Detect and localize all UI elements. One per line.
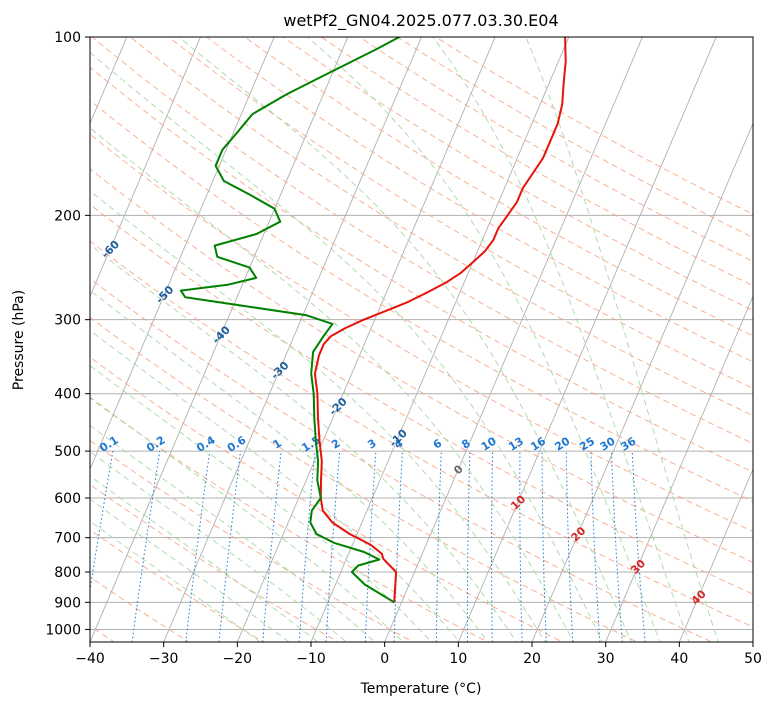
y-tick-label: 200 — [54, 208, 81, 224]
mixing-ratio-line — [631, 451, 646, 642]
isotherm-line — [236, 37, 496, 642]
x-tick-label: −20 — [223, 651, 253, 667]
mixing-ratio-line — [565, 451, 574, 642]
moist-adiabat — [90, 289, 489, 642]
isotherm-line — [384, 37, 643, 642]
plot-area: 0.10.20.40.611.52346810131620253036-100-… — [90, 37, 753, 642]
mixing-ratio-line — [393, 451, 403, 642]
isotherm-line — [163, 37, 422, 642]
moist-adiabat — [90, 190, 546, 642]
mixing-ratio-line — [185, 451, 211, 642]
y-tick-label: 100 — [54, 30, 81, 46]
x-tick-label: 50 — [744, 651, 762, 667]
x-tick-label: −10 — [296, 651, 326, 667]
moist-adiabat — [432, 37, 690, 642]
moist-adiabat — [90, 329, 461, 642]
moist-adiabat — [90, 498, 290, 642]
x-tick-label: −40 — [75, 651, 105, 667]
mixing-ratio-line — [519, 451, 523, 642]
x-tick-label: 30 — [597, 651, 615, 667]
plot-frame — [89, 36, 754, 643]
y-tick-label: 900 — [54, 595, 81, 611]
isotherm-line — [90, 37, 275, 471]
mixing-ratio-line — [435, 451, 442, 642]
isotherm-line — [90, 37, 201, 298]
isotherm-line — [90, 37, 128, 125]
mixing-ratio-line — [325, 451, 341, 642]
isotherm-line — [90, 37, 349, 642]
dry-adiabat — [90, 316, 639, 642]
dry-adiabat — [90, 278, 713, 642]
temperature-profile-line — [313, 37, 567, 603]
y-tick-label: 600 — [54, 491, 81, 507]
mixing-ratio-line — [262, 451, 282, 642]
mixing-ratio-line — [218, 451, 241, 642]
x-tick-label: 10 — [449, 651, 467, 667]
moist-adiabat — [90, 396, 404, 642]
moist-adiabat — [90, 520, 262, 642]
mixing-ratio-line — [466, 451, 471, 642]
dry-adiabat — [90, 356, 564, 642]
y-tick-label: 800 — [54, 565, 81, 581]
moist-adiabat — [90, 127, 575, 642]
dry-adiabat — [90, 529, 265, 642]
moist-adiabat — [90, 243, 518, 642]
moist-adiabat — [177, 37, 632, 642]
y-tick-label: 400 — [54, 387, 81, 403]
dry-adiabat — [91, 37, 753, 445]
isotherm-line — [310, 37, 570, 642]
moist-adiabat — [525, 37, 719, 642]
moist-adiabat — [306, 37, 661, 642]
mixing-ratio-line — [611, 451, 623, 642]
x-tick-label: 0 — [380, 651, 389, 667]
x-axis-label: Temperature (°C) — [360, 681, 482, 697]
mixing-ratio-line — [491, 451, 494, 642]
y-tick-label: 500 — [54, 444, 81, 460]
dry-adiabat — [90, 397, 489, 642]
dry-adiabat — [90, 483, 340, 642]
isotherm-line — [678, 467, 753, 642]
x-tick-label: 40 — [670, 651, 688, 667]
dry-adiabat — [282, 37, 753, 312]
x-tick-label: 20 — [523, 651, 541, 667]
isotherm-line — [531, 122, 753, 642]
dry-adiabat — [244, 37, 753, 337]
moist-adiabat — [90, 424, 376, 642]
dewpoint-profile-line — [179, 37, 400, 604]
dry-adiabat — [90, 203, 753, 595]
mixing-ratio-line — [541, 451, 547, 642]
moist-adiabat — [90, 450, 348, 642]
x-tick-label: −30 — [149, 651, 179, 667]
dry-adiabat — [167, 37, 753, 389]
isotherm-line — [457, 37, 717, 642]
isotherm-line — [605, 295, 753, 642]
y-tick-label: 1000 — [45, 622, 81, 638]
y-tick-label: 700 — [54, 531, 81, 547]
mixing-ratio-line — [364, 451, 377, 642]
mixing-ratio-line — [590, 451, 601, 642]
dry-adiabat — [90, 66, 753, 473]
y-tick-label: 300 — [54, 313, 81, 329]
mixing-ratio-line — [298, 451, 316, 642]
axes: −40 −30 −20 −10 0 10 20 30 40 50 100 200 300 400 500 60… — [45, 30, 762, 667]
chart-title: wetPf2_GN04.2025.077.03.30.E04 — [283, 11, 558, 31]
y-axis-label: Pressure (hPa) — [11, 290, 27, 390]
mixing-ratio-line — [131, 451, 161, 642]
